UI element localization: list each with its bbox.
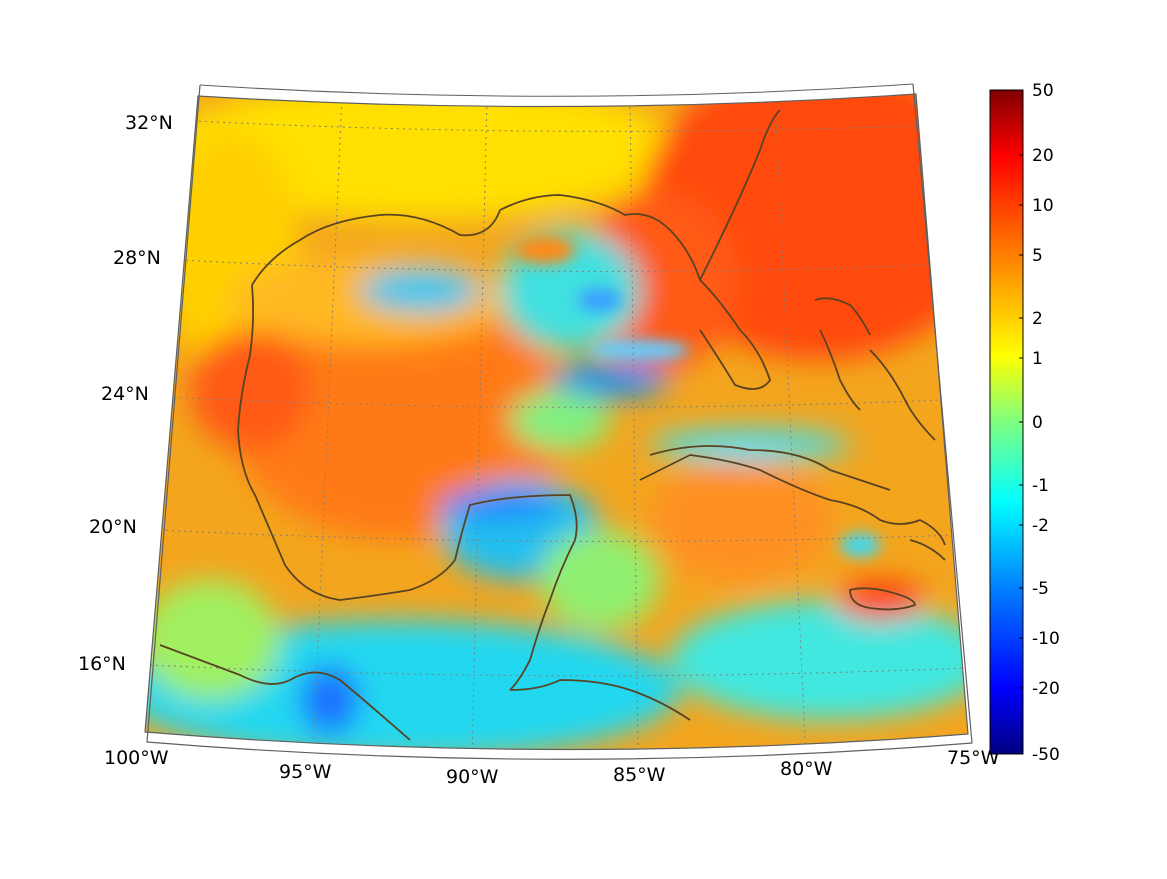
colorbar-label-50: 50 <box>1032 81 1054 101</box>
colorbar-label-20: 20 <box>1032 146 1054 166</box>
coastlines <box>159 109 946 741</box>
lon-label-95w: 95°W <box>279 761 332 783</box>
colorbar: 50 20 10 5 2 1 0 -1 -2 -5 -10 -20 -50 <box>989 81 1060 765</box>
map-frame <box>144 83 973 760</box>
lon-label-90w: 90°W <box>446 766 499 788</box>
lon-label-75w: 75°W <box>947 747 1000 769</box>
data-field <box>145 94 968 750</box>
latitude-labels: 32°N 28°N 24°N 20°N 16°N <box>78 112 173 675</box>
colorbar-label-minus-50: -50 <box>1032 745 1060 765</box>
colorbar-label-0: 0 <box>1032 413 1043 433</box>
colorbar-label-minus-10: -10 <box>1032 629 1060 649</box>
colorbar-ticks <box>1019 89 1023 689</box>
colorbar-label-10: 10 <box>1032 196 1054 216</box>
colorbar-label-2: 2 <box>1032 309 1043 329</box>
graticule <box>149 94 966 750</box>
lat-label-16n: 16°N <box>78 653 126 675</box>
lon-label-85w: 85°W <box>613 764 666 786</box>
colorbar-label-1: 1 <box>1032 349 1043 369</box>
colorbar-label-minus-2: -2 <box>1032 516 1049 536</box>
colorbar-label-5: 5 <box>1032 246 1043 266</box>
colorbar-label-minus-1: -1 <box>1032 476 1049 496</box>
lat-label-32n: 32°N <box>125 112 173 134</box>
lon-label-100w: 100°W <box>104 747 169 769</box>
lat-label-20n: 20°N <box>89 516 137 538</box>
colorbar-label-minus-5: -5 <box>1032 579 1049 599</box>
lon-label-80w: 80°W <box>780 758 833 780</box>
colorbar-gradient <box>989 89 1024 755</box>
colorbar-label-minus-20: -20 <box>1032 679 1060 699</box>
lat-label-24n: 24°N <box>101 383 149 405</box>
longitude-labels: 100°W 95°W 90°W 85°W 80°W 75°W <box>104 747 1000 788</box>
lat-label-28n: 28°N <box>113 247 161 269</box>
